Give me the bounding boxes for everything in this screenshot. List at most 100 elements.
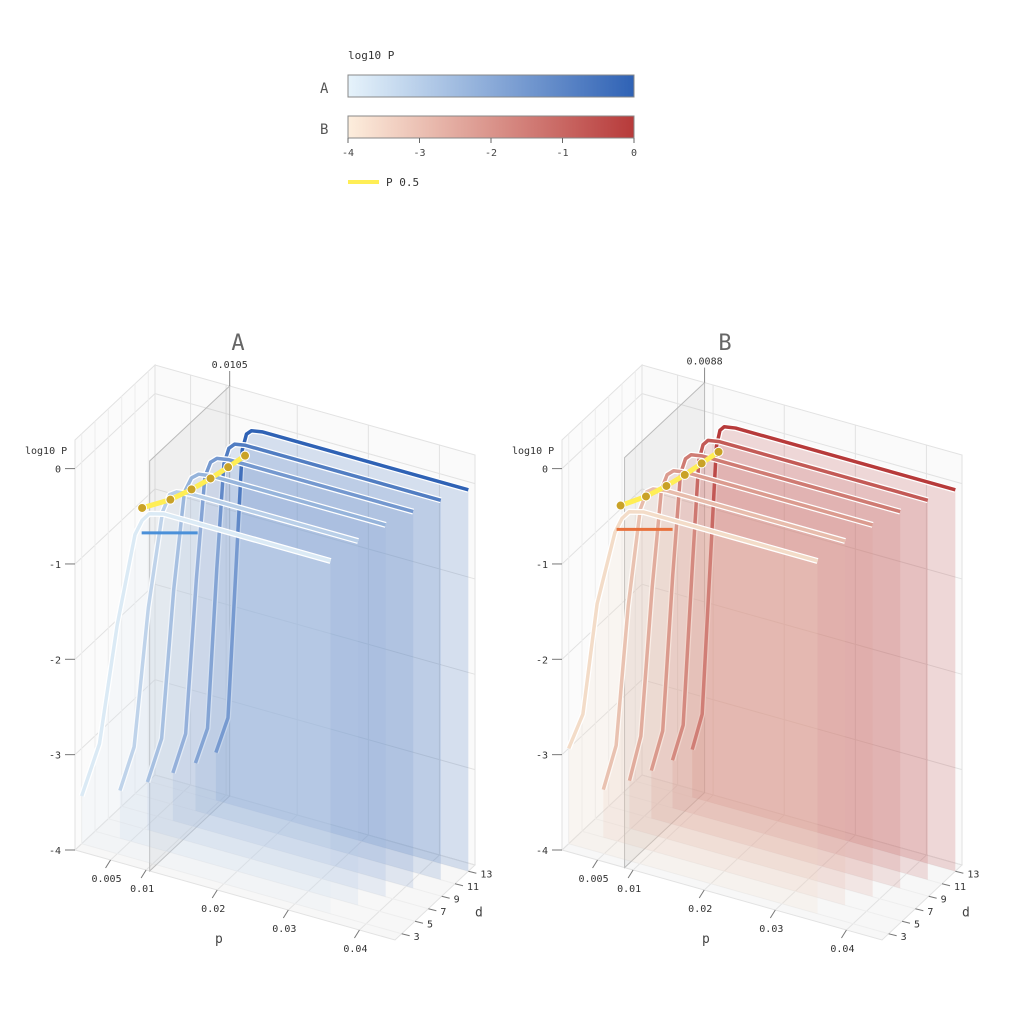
colorbar-tick-label: -4 bbox=[342, 148, 354, 159]
legend-row-a-label: A bbox=[320, 81, 329, 97]
colorbar-ticks: -4 -3 -2 -1 0 bbox=[342, 138, 637, 159]
y-gridline bbox=[94, 421, 416, 922]
series-fill bbox=[568, 511, 818, 914]
x-tick-mark bbox=[140, 869, 147, 879]
y-tick-mark bbox=[955, 870, 964, 874]
z-axis-label: log10 P bbox=[512, 446, 554, 457]
series-fill bbox=[215, 430, 469, 872]
x-tick-mark bbox=[698, 889, 705, 899]
colorbar-legend: log10 P A B -4 -3 -2 -1 0 P 0.5 bbox=[320, 49, 637, 189]
y-gridline bbox=[107, 408, 429, 910]
x-tick-mark bbox=[211, 889, 218, 899]
panel-title: B bbox=[718, 331, 731, 356]
x-tick-mark bbox=[841, 929, 847, 939]
x-tick-mark bbox=[627, 869, 634, 879]
z-tick-label: -1 bbox=[536, 560, 548, 571]
y-gridline bbox=[594, 408, 916, 910]
threshold-point bbox=[165, 494, 176, 505]
annotation-label: 0.0105 bbox=[212, 360, 248, 371]
y-tick-mark bbox=[454, 883, 464, 887]
z-axis-label: log10 P bbox=[25, 446, 67, 457]
y-tick-label: 5 bbox=[914, 919, 920, 930]
y-tick-label: 3 bbox=[901, 932, 907, 943]
x-tick-mark bbox=[282, 909, 289, 919]
y-tick-label: 7 bbox=[440, 907, 446, 918]
x-tick-label: 0.02 bbox=[688, 904, 712, 915]
y-tick-mark bbox=[414, 920, 424, 924]
x-gridline bbox=[774, 425, 856, 911]
legend-row-b-label: B bbox=[320, 122, 328, 138]
colorbar-tick-label: -3 bbox=[413, 148, 425, 159]
y-axis-label: d bbox=[475, 906, 483, 921]
y-tick-mark bbox=[901, 920, 911, 924]
y-gridline bbox=[634, 371, 956, 872]
y-tick-label: 11 bbox=[954, 882, 966, 893]
y-tick-label: 11 bbox=[467, 882, 479, 893]
x-tick-mark bbox=[105, 859, 111, 869]
threshold-point bbox=[137, 502, 148, 513]
z-tick-label: -3 bbox=[49, 751, 61, 762]
panel-b: B0.0088 0 -1 -2 -3 -4 log10 P 0.005 0.01 0.02 0.03… bbox=[512, 331, 979, 955]
y-gridline bbox=[608, 396, 929, 897]
series-fill bbox=[603, 488, 846, 906]
y-tick-mark bbox=[941, 883, 951, 887]
x-tick-label: 0.01 bbox=[130, 884, 154, 895]
series-line bbox=[670, 438, 929, 761]
threshold-point bbox=[661, 480, 672, 491]
series-fill bbox=[119, 491, 359, 906]
y-tick-mark bbox=[441, 895, 450, 899]
threshold-point bbox=[696, 458, 707, 469]
x-gridline bbox=[703, 405, 785, 891]
y-gridline bbox=[581, 421, 903, 922]
x-tick-label: 0.02 bbox=[201, 904, 225, 915]
x-tick-label: 0.03 bbox=[759, 924, 783, 935]
y-tick-label: 9 bbox=[941, 894, 947, 905]
series-fill bbox=[692, 426, 956, 872]
z-tick-label: 0 bbox=[542, 465, 548, 476]
y-tick-label: 13 bbox=[480, 869, 492, 880]
colorbar-tick-label: -2 bbox=[485, 148, 497, 159]
series-fill bbox=[651, 454, 901, 889]
z-tick-label: -2 bbox=[49, 655, 61, 666]
series-line bbox=[214, 429, 469, 754]
colorbar-a bbox=[347, 74, 635, 98]
z-tick-label: -4 bbox=[536, 846, 548, 857]
z-tick-label: -1 bbox=[49, 560, 61, 571]
x-axis-label: p bbox=[702, 932, 710, 947]
series-fill bbox=[172, 458, 414, 889]
x-gridline bbox=[846, 445, 927, 931]
y-gridline bbox=[568, 433, 889, 935]
threshold-point bbox=[186, 484, 197, 495]
x-gridline bbox=[145, 385, 227, 871]
x-gridline bbox=[216, 405, 298, 891]
x-gridline bbox=[287, 425, 369, 911]
x-tick-mark bbox=[769, 909, 776, 919]
colorbar-tick-label: 0 bbox=[631, 148, 637, 159]
y-tick-mark bbox=[428, 908, 437, 912]
x-tick-mark bbox=[354, 929, 360, 939]
x-tick-label: 0.005 bbox=[579, 874, 609, 885]
x-tick-label: 0.01 bbox=[617, 884, 641, 895]
threshold-point bbox=[240, 450, 251, 461]
colorbar-b bbox=[347, 115, 635, 139]
x-tick-label: 0.03 bbox=[272, 924, 296, 935]
series-line bbox=[649, 452, 901, 772]
panel-title: A bbox=[231, 331, 244, 356]
panel-a: A 0.0105 0 -1 -2 -3 -4 log10 P 0.005 0.01 0.02 0.03… bbox=[25, 331, 492, 955]
y-gridline bbox=[121, 396, 442, 897]
x-tick-label: 0.04 bbox=[830, 944, 854, 955]
series-fill bbox=[672, 440, 928, 880]
x-tick-mark bbox=[592, 859, 598, 869]
y-tick-mark bbox=[915, 908, 924, 912]
series-fill bbox=[629, 470, 873, 897]
legend-threshold-label: P 0.5 bbox=[386, 176, 419, 189]
z-tick-label: 0 bbox=[55, 465, 61, 476]
colorbar-tick-label: -1 bbox=[556, 148, 568, 159]
y-tick-mark bbox=[888, 933, 897, 937]
y-gridline bbox=[81, 433, 402, 935]
x-gridline bbox=[110, 375, 192, 861]
y-axis-label: d bbox=[962, 906, 970, 921]
x-axis-label: p bbox=[215, 932, 223, 947]
series-line bbox=[193, 442, 442, 764]
